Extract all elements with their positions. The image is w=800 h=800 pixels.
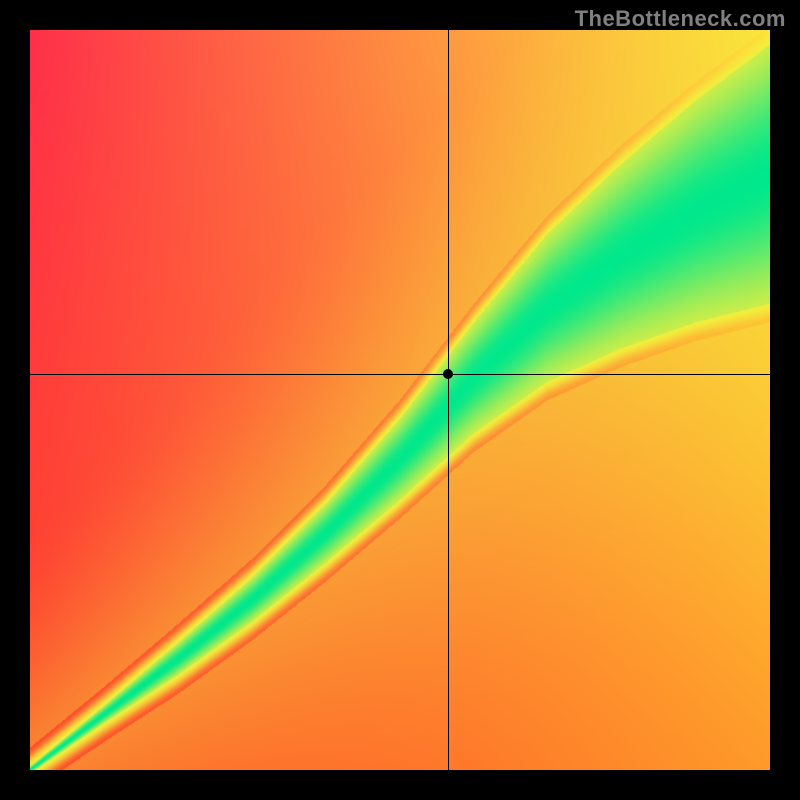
chart-container: TheBottleneck.com: [0, 0, 800, 800]
data-point-marker: [443, 369, 453, 379]
crosshair-vertical: [448, 30, 449, 770]
heatmap-canvas: [30, 30, 770, 770]
heatmap-plot-area: [30, 30, 770, 770]
watermark-text: TheBottleneck.com: [575, 6, 786, 32]
crosshair-horizontal: [30, 374, 770, 375]
